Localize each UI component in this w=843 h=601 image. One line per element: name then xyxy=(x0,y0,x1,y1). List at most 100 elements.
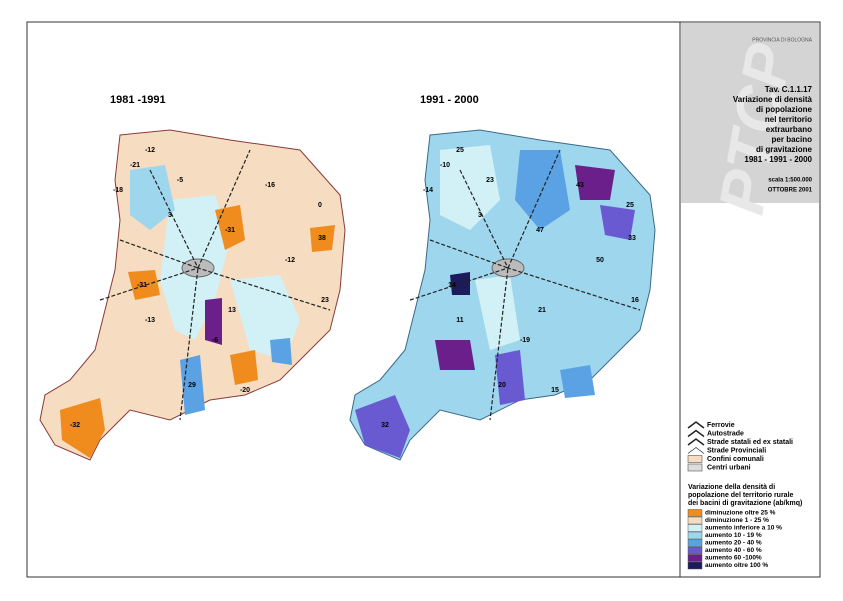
line-symbol xyxy=(687,429,705,438)
region xyxy=(575,165,615,200)
legend-line-label: Autostrade xyxy=(707,430,744,437)
scale: scala 1:500.000 xyxy=(768,178,812,184)
area-symbol xyxy=(687,455,703,463)
map-label: 20 xyxy=(498,382,506,389)
map-label: -16 xyxy=(265,182,275,189)
panel-title: extraurbano xyxy=(766,125,812,134)
legend-label: aumento 40 - 60 % xyxy=(705,547,762,554)
region xyxy=(560,365,595,398)
map-label: -5 xyxy=(177,177,183,184)
panel-header: PROVINCIA DI BOLOGNA xyxy=(752,37,812,43)
region xyxy=(180,355,205,415)
region xyxy=(230,350,258,385)
region xyxy=(600,205,635,240)
legend-swatch xyxy=(687,524,703,532)
panel-title: nel territorio xyxy=(765,115,812,124)
region xyxy=(310,225,335,252)
line-symbol xyxy=(687,447,705,454)
legend-heading: dei bacini di gravitazione (ab/kmq) xyxy=(688,500,802,507)
map-label: 21 xyxy=(538,307,546,314)
roads xyxy=(99,149,641,421)
legend-label: aumento 60 -100% xyxy=(705,555,762,562)
map-label: -10 xyxy=(440,162,450,169)
map-label: 14 xyxy=(448,282,456,289)
map-label: 43 xyxy=(576,182,584,189)
region xyxy=(215,205,245,250)
map-label: 33 xyxy=(628,235,636,242)
map-label: -12 xyxy=(145,147,155,154)
panel-title: di gravitazione xyxy=(756,145,813,154)
legend-line-label: Ferrovie xyxy=(707,422,735,429)
map-title: 1981 -1991 xyxy=(110,94,166,106)
legend-swatch xyxy=(687,531,703,540)
panel-title: Tav. C.1.1.17 xyxy=(765,85,813,94)
legend-label: aumento 20 - 40 % xyxy=(705,540,762,547)
panel-title: di popolazione xyxy=(756,105,813,114)
region xyxy=(355,395,410,458)
map-label: -12 xyxy=(285,257,295,264)
legend-line-label: Strade Provinciali xyxy=(707,447,766,454)
map-label: 23 xyxy=(486,177,494,184)
map-label: 23 xyxy=(321,297,329,304)
map-label: 3 xyxy=(478,212,482,219)
legend-swatch xyxy=(687,509,703,517)
map-label: 25 xyxy=(626,202,634,209)
region xyxy=(435,340,475,370)
legend-swatch xyxy=(687,516,703,525)
map-label: -19 xyxy=(520,337,530,344)
map-label: 47 xyxy=(536,227,544,234)
line-symbol xyxy=(687,438,705,446)
region xyxy=(130,165,175,230)
region xyxy=(450,272,470,295)
map-label: 16 xyxy=(631,297,639,304)
map-label: 25 xyxy=(456,147,464,154)
legend-line-label: Strade statali ed ex statali xyxy=(707,439,793,446)
map-title: 1991 - 2000 xyxy=(420,94,479,106)
legend-label: aumento 10 - 19 % xyxy=(705,532,762,539)
legend-swatch xyxy=(687,539,703,547)
legend-swatch xyxy=(687,561,703,570)
region xyxy=(60,398,105,458)
map-label: 0 xyxy=(318,202,322,209)
region xyxy=(205,298,222,345)
area-symbol xyxy=(687,463,703,472)
map-label: 13 xyxy=(228,307,236,314)
legend-label: aumento inferiore a 10 % xyxy=(705,525,782,532)
map-label: -31 xyxy=(137,282,147,289)
map-label: -32 xyxy=(70,422,80,429)
map-label: 29 xyxy=(188,382,196,389)
region xyxy=(270,338,292,365)
map-label: -31 xyxy=(225,227,235,234)
map-label: -14 xyxy=(423,187,433,194)
legend-line-label: Centri urbani xyxy=(707,464,751,471)
region xyxy=(495,350,525,405)
legend-heading: popolazione del territorio rurale xyxy=(688,492,794,499)
region xyxy=(440,145,500,230)
panel-title: 1981 - 1991 - 2000 xyxy=(744,155,812,164)
line-symbol xyxy=(687,421,705,429)
map-label: -6 xyxy=(212,337,218,344)
region xyxy=(128,270,160,300)
legend-label: aumento oltre 100 % xyxy=(705,562,768,569)
legend-swatch xyxy=(687,546,703,555)
panel-title: Variazione di densità xyxy=(733,95,813,104)
title-panel xyxy=(681,23,819,203)
legend-line-label: Confini comunali xyxy=(707,456,764,463)
region xyxy=(475,275,520,350)
panel-title: per bacino xyxy=(772,135,813,144)
legend-label: diminuzione 1 - 25 % xyxy=(705,517,769,524)
map-label: 32 xyxy=(381,422,389,429)
map-label: 15 xyxy=(551,387,559,394)
map-label: -20 xyxy=(240,387,250,394)
map-label: -13 xyxy=(145,317,155,324)
map-label: -21 xyxy=(130,162,140,169)
map-label: 50 xyxy=(596,257,604,264)
map-label: 3 xyxy=(168,212,172,219)
map-label: -18 xyxy=(113,187,123,194)
date: OTTOBRE 2001 xyxy=(768,188,813,194)
map-label: 11 xyxy=(456,317,464,324)
legend-label: diminuzione oltre 25 % xyxy=(705,510,776,517)
map-label: 38 xyxy=(318,235,326,242)
